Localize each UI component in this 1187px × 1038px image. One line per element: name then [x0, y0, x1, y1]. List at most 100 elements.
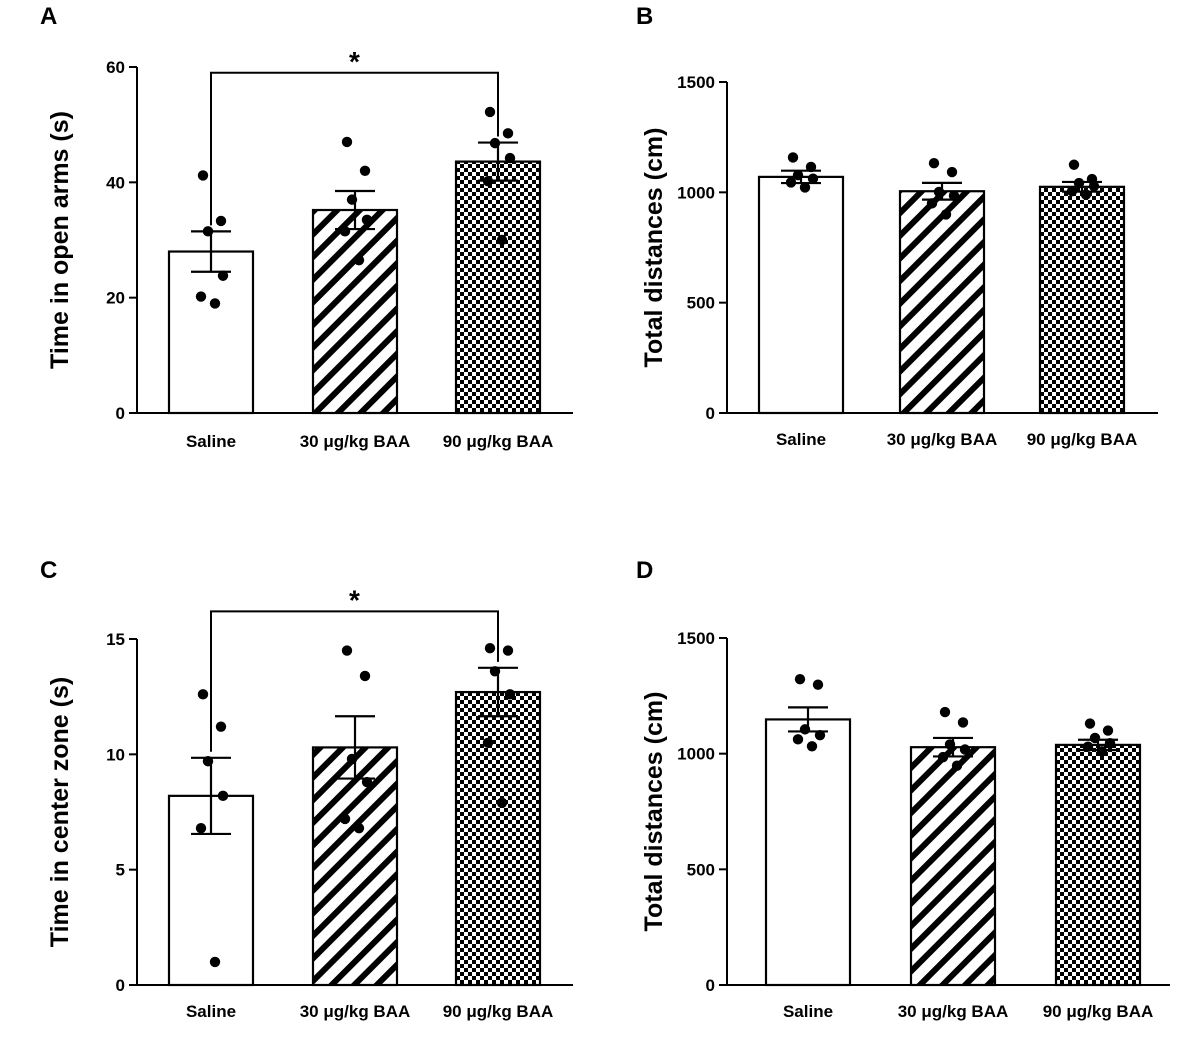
- data-point: [937, 751, 949, 763]
- data-point: [940, 209, 952, 220]
- data-point: [814, 729, 826, 741]
- bar-3: [1038, 185, 1126, 415]
- bar-2: [311, 746, 399, 987]
- y-axis-label: Time in center zone (s): [46, 677, 74, 947]
- data-point: [1084, 718, 1096, 729]
- y-tick-label: 1500: [677, 73, 715, 92]
- bar-2: [311, 208, 399, 415]
- data-point: [496, 797, 508, 808]
- category-label: 30 μg/kg BAA: [300, 1002, 411, 1021]
- category-label: 30 μg/kg BAA: [300, 432, 411, 451]
- data-point: [202, 756, 214, 767]
- y-tick-label: 0: [116, 404, 125, 423]
- y-tick-label: 1000: [677, 183, 715, 202]
- panel-letter: A: [40, 3, 57, 30]
- data-point: [361, 214, 373, 226]
- y-tick-label: 1500: [677, 629, 715, 648]
- y-tick-label: 60: [106, 58, 125, 77]
- data-point: [215, 721, 227, 732]
- data-point: [489, 137, 501, 149]
- category-label: 30 μg/kg BAA: [887, 430, 998, 449]
- y-tick-label: 0: [706, 404, 715, 423]
- data-point: [1088, 180, 1100, 192]
- data-point: [1096, 746, 1108, 757]
- data-point: [359, 670, 371, 682]
- data-point: [217, 790, 229, 802]
- data-point: [489, 666, 501, 677]
- data-point: [484, 643, 496, 654]
- data-point: [1089, 732, 1101, 744]
- y-tick-label: 5: [116, 861, 125, 880]
- data-point: [346, 753, 358, 765]
- data-point: [946, 166, 958, 178]
- data-point: [215, 215, 227, 227]
- bar-2: [898, 190, 986, 415]
- data-point: [1066, 186, 1078, 197]
- bar-3: [1054, 743, 1142, 987]
- data-point: [502, 128, 514, 139]
- data-point: [933, 186, 945, 198]
- category-label: Saline: [776, 430, 826, 449]
- data-point: [353, 254, 365, 266]
- data-point: [197, 170, 209, 181]
- panel-a: A Time in open arms (s) Saline 30 μg/kg BAA…: [40, 3, 573, 451]
- data-point: [195, 291, 207, 302]
- data-point: [928, 158, 940, 169]
- data-point: [202, 226, 214, 237]
- data-point: [959, 744, 971, 755]
- data-point: [346, 194, 358, 205]
- y-tick-label: 10: [106, 745, 125, 764]
- data-point: [948, 190, 960, 201]
- y-tick-label: 0: [116, 976, 125, 995]
- panel-c: C Time in center zone (s) Saline 30 μg/kg B…: [40, 557, 573, 1021]
- significance-label: *: [349, 584, 360, 615]
- data-point: [339, 813, 351, 825]
- y-axis-label: Total distances (cm): [640, 128, 668, 368]
- data-point: [787, 152, 799, 163]
- significance-bracket: [210, 71, 499, 226]
- bar-3: [454, 160, 542, 415]
- y-tick-label: 20: [106, 289, 125, 308]
- data-point: [806, 741, 818, 752]
- data-point: [361, 776, 373, 788]
- category-label: 30 μg/kg BAA: [898, 1002, 1009, 1021]
- data-point: [1104, 738, 1116, 749]
- data-point: [353, 822, 365, 834]
- category-label: Saline: [186, 432, 236, 451]
- panel-d: D Total distances (cm) Saline 30 μg/kg BAA 9…: [636, 557, 1170, 1021]
- data-point: [1082, 741, 1094, 752]
- data-point: [792, 169, 804, 181]
- significance-label: *: [349, 46, 360, 77]
- data-point: [484, 106, 496, 118]
- data-point: [339, 226, 351, 237]
- data-point: [939, 706, 951, 718]
- y-tick-label: 15: [106, 630, 125, 649]
- data-point: [341, 645, 353, 656]
- bar-3: [454, 690, 542, 987]
- y-tick-label: 500: [687, 294, 715, 313]
- category-label: 90 μg/kg BAA: [1043, 1002, 1154, 1021]
- bar-2: [909, 746, 997, 987]
- data-point: [1068, 159, 1080, 170]
- category-label: Saline: [186, 1002, 236, 1021]
- data-point: [341, 136, 353, 148]
- data-point: [1102, 725, 1114, 736]
- data-point: [217, 270, 229, 281]
- y-tick-label: 1000: [677, 745, 715, 764]
- data-point: [926, 198, 938, 209]
- panel-letter: B: [636, 3, 653, 30]
- bar-1: [764, 718, 852, 987]
- bar-1: [757, 175, 845, 415]
- data-point: [957, 717, 969, 728]
- data-point: [799, 724, 811, 735]
- category-label: 90 μg/kg BAA: [1027, 430, 1138, 449]
- data-point: [1080, 189, 1092, 200]
- category-label: 90 μg/kg BAA: [443, 1002, 554, 1021]
- data-point: [799, 182, 811, 193]
- data-point: [197, 689, 209, 700]
- panel-letter: D: [636, 557, 653, 584]
- data-point: [794, 673, 806, 685]
- data-point: [504, 689, 516, 700]
- data-point: [812, 679, 824, 690]
